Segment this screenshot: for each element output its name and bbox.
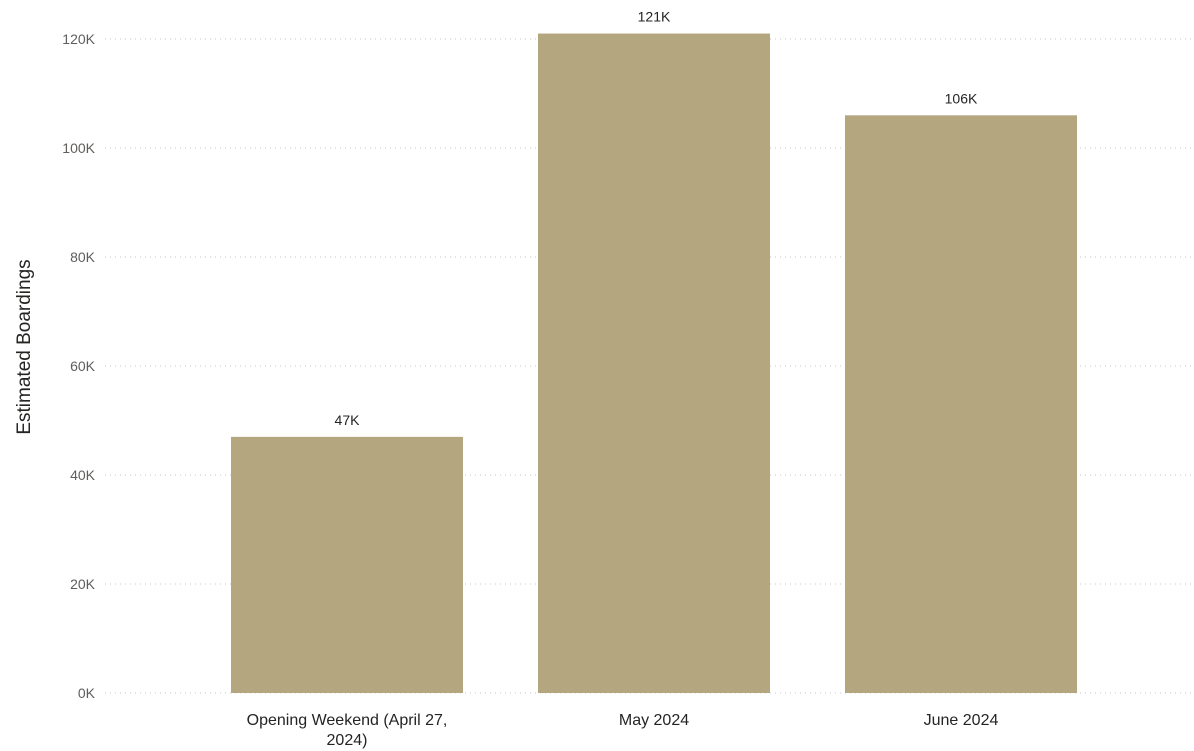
x-axis-categories: Opening Weekend (April 27, 2024) May 2024 J… <box>247 712 999 749</box>
bar <box>538 33 770 694</box>
x-category-label: Opening Weekend (April 27, 2024) <box>247 712 448 749</box>
data-label: 47K <box>335 412 361 428</box>
bar <box>845 115 1077 694</box>
y-tick-label: 100K <box>62 140 95 156</box>
x-category-label: June 2024 <box>924 712 999 729</box>
y-tick-label: 0K <box>78 685 96 701</box>
y-tick-label: 80K <box>70 249 96 265</box>
x-category-label: May 2024 <box>619 712 689 729</box>
y-tick-label: 20K <box>70 576 96 592</box>
data-label: 121K <box>638 9 671 25</box>
y-axis-title: Estimated Boardings <box>14 259 35 434</box>
data-label: 106K <box>945 90 978 106</box>
y-axis-ticks: 0K 20K 40K 60K 80K 100K 120K <box>62 31 95 701</box>
bars <box>231 33 1077 694</box>
y-tick-label: 40K <box>70 467 96 483</box>
y-tick-label: 120K <box>62 31 95 47</box>
y-tick-label: 60K <box>70 358 96 374</box>
data-labels: 47K 121K 106K <box>335 9 978 428</box>
bar <box>231 436 463 693</box>
